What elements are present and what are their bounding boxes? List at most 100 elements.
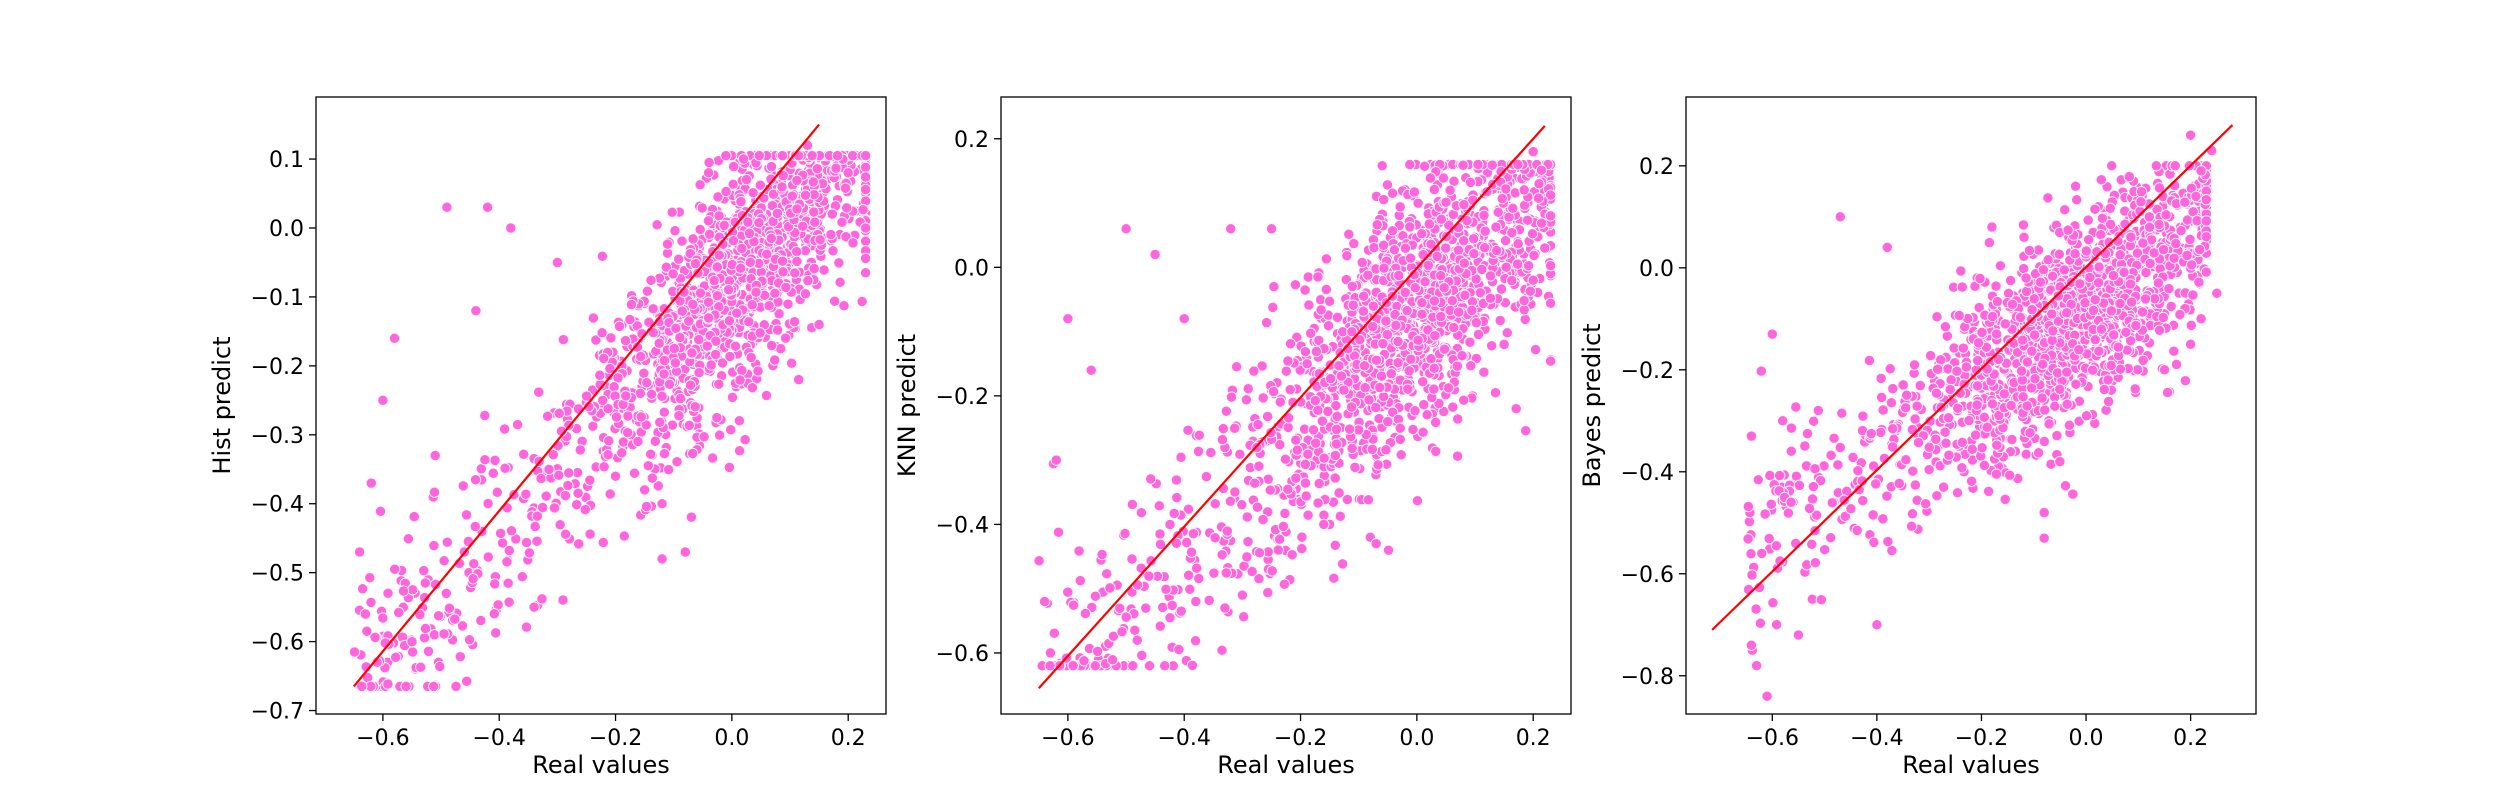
data-point <box>793 373 805 386</box>
data-point <box>1765 498 1777 510</box>
data-point <box>687 233 699 245</box>
data-point <box>791 245 803 258</box>
data-point <box>470 305 482 317</box>
data-point <box>1444 184 1456 196</box>
data-point <box>1920 498 1932 510</box>
data-point <box>1792 629 1805 641</box>
data-point <box>802 274 814 287</box>
data-point <box>468 558 480 570</box>
data-point <box>670 322 682 334</box>
data-point <box>702 167 715 179</box>
data-point <box>2135 196 2147 208</box>
data-point <box>713 429 726 441</box>
data-point <box>780 281 792 294</box>
data-point <box>1807 480 1820 493</box>
data-point <box>1216 433 1229 446</box>
data-point <box>2120 326 2132 338</box>
data-point <box>1994 260 2007 272</box>
data-point <box>1241 551 1253 563</box>
data-point <box>541 410 554 422</box>
data-point <box>400 680 412 693</box>
data-point <box>1752 474 1764 486</box>
data-point <box>597 394 609 407</box>
data-point <box>2089 203 2101 215</box>
data-point <box>1310 437 1322 449</box>
data-point <box>734 374 746 386</box>
data-point <box>1038 595 1051 608</box>
data-point <box>1315 304 1327 316</box>
data-point <box>1943 449 1955 461</box>
data-point <box>1421 409 1433 421</box>
data-point <box>489 454 501 467</box>
data-point <box>1338 384 1350 396</box>
data-point <box>469 520 481 533</box>
data-point <box>2052 290 2064 302</box>
data-point <box>2059 204 2071 216</box>
data-point <box>1522 260 1535 272</box>
data-point <box>1302 509 1314 521</box>
data-point <box>579 503 591 516</box>
data-point <box>2073 344 2085 356</box>
data-point <box>1260 316 1273 329</box>
data-point <box>847 149 859 162</box>
data-point <box>1742 533 1754 545</box>
data-point <box>2168 345 2180 357</box>
data-point <box>1170 474 1183 486</box>
data-point <box>1160 583 1172 595</box>
data-point <box>1815 594 1827 606</box>
data-point <box>2016 334 2029 346</box>
data-point <box>683 315 695 327</box>
data-point <box>454 651 466 663</box>
data-point <box>2170 358 2183 371</box>
data-point <box>634 387 646 400</box>
data-point <box>1966 443 1978 455</box>
data-point <box>662 463 675 476</box>
data-point <box>1951 487 1964 499</box>
data-point <box>745 351 757 364</box>
data-point <box>1189 635 1202 647</box>
data-point <box>1322 405 1334 418</box>
data-point <box>467 573 479 585</box>
data-point <box>666 206 678 218</box>
data-point <box>1496 192 1508 205</box>
data-point <box>635 350 647 363</box>
data-point <box>2157 311 2169 324</box>
data-point <box>438 555 450 567</box>
data-point <box>1388 244 1401 256</box>
data-point <box>1378 262 1390 274</box>
data-point <box>1519 313 1531 326</box>
data-point <box>733 445 746 457</box>
data-point <box>1127 660 1139 672</box>
data-point <box>1145 473 1157 485</box>
data-point <box>1336 558 1349 570</box>
data-point <box>488 608 500 620</box>
data-point <box>1803 502 1816 515</box>
data-point <box>1362 269 1374 281</box>
data-point <box>482 551 494 563</box>
data-point <box>2118 266 2130 279</box>
data-point <box>808 206 820 218</box>
data-point <box>1448 321 1460 334</box>
data-point <box>1486 340 1498 352</box>
data-point <box>1511 258 1524 270</box>
data-point <box>1501 327 1513 339</box>
data-point <box>1116 626 1128 638</box>
data-point <box>1777 415 1789 427</box>
data-point <box>1153 500 1165 512</box>
data-point <box>842 167 854 179</box>
data-point <box>1228 422 1241 434</box>
data-point <box>528 601 540 613</box>
data-point <box>523 547 536 559</box>
data-point <box>811 163 823 175</box>
x-tick-label: −0.2 <box>1955 726 2008 751</box>
data-point <box>1291 444 1303 456</box>
data-point <box>1333 487 1345 499</box>
data-point <box>1430 445 1442 458</box>
data-point <box>806 149 818 162</box>
data-point <box>1807 415 1820 427</box>
data-point <box>1209 532 1221 544</box>
data-point <box>1203 594 1215 607</box>
data-point <box>1407 423 1419 436</box>
data-point <box>2069 180 2082 192</box>
data-point <box>1200 470 1213 483</box>
